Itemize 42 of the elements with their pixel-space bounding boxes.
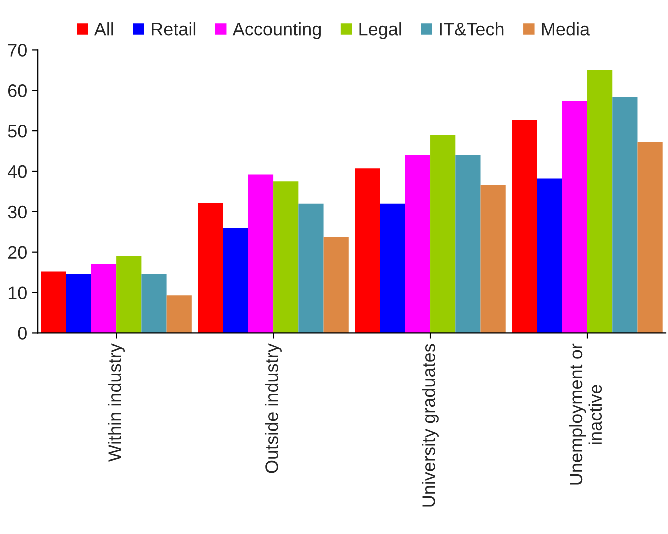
y-tick-label: 60 — [8, 84, 27, 98]
legend-label: Legal — [360, 22, 402, 40]
bar — [537, 178, 562, 334]
bar — [166, 296, 192, 334]
bar — [41, 272, 66, 334]
bar — [198, 203, 224, 334]
bar — [66, 274, 92, 334]
bar — [298, 204, 324, 334]
legend-label: Media — [542, 22, 590, 36]
bar — [456, 155, 481, 334]
bar — [512, 120, 538, 334]
y-tick-label: 0 — [18, 327, 27, 340]
bar — [274, 182, 299, 334]
legend-label: All — [94, 22, 114, 36]
y-tick-label: 40 — [8, 165, 27, 178]
x-tick-label: Within industry — [108, 344, 125, 462]
y-tick-label: 10 — [8, 286, 27, 300]
bar — [380, 204, 406, 334]
bar — [588, 70, 613, 334]
bar — [562, 101, 588, 334]
bar — [638, 142, 663, 334]
legend-label: Retail — [152, 22, 196, 36]
legend-label: IT&Tech — [440, 22, 504, 36]
y-tick-label: 50 — [8, 124, 27, 138]
legend-label: Accounting — [232, 22, 322, 40]
bar — [142, 274, 167, 334]
bar — [612, 97, 638, 334]
x-tick-label: University graduates — [422, 344, 439, 507]
bar — [91, 264, 117, 334]
y-tick-label: 30 — [8, 206, 27, 219]
bar — [248, 174, 274, 334]
bar — [223, 228, 248, 334]
bar — [355, 168, 380, 334]
bar — [480, 185, 506, 334]
bar — [324, 237, 349, 334]
x-tick-label: Unemployment or inactive — [569, 344, 602, 485]
x-tick-label: Outside industry — [265, 344, 282, 474]
bar — [430, 135, 456, 334]
y-tick-label: 20 — [8, 246, 27, 260]
bar — [116, 256, 142, 334]
y-tick-label: 70 — [8, 44, 27, 57]
bar — [405, 155, 431, 334]
